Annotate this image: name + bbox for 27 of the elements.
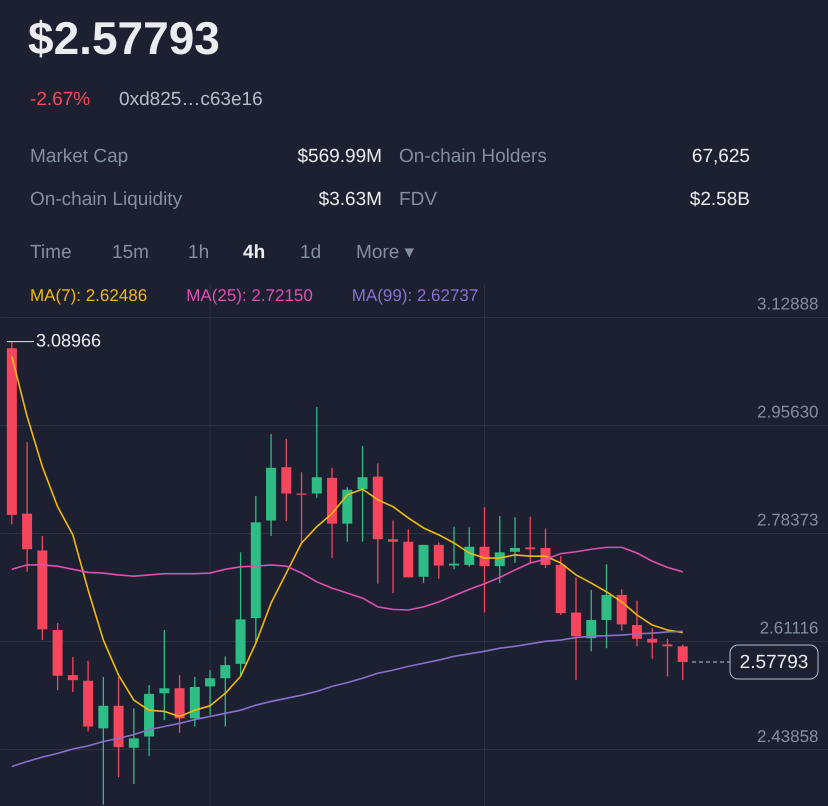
text: $569.99M [297,146,382,167]
text: On-chain Liquidity [30,189,183,210]
text: $2.58B [690,189,750,210]
text: MA(99): 2.62737 [352,286,478,305]
y-tick-label: 3.12888 [757,294,818,314]
chart-subtitle: -2.67% [30,89,90,110]
text: More ▾ [356,242,415,263]
annotation: 3.08966 [36,330,102,351]
text: 1d [300,242,322,263]
text: 15m [112,242,149,263]
text: 0xd825…c63e16 [119,89,263,110]
y-tick-label: 2.43858 [757,726,818,746]
text: $3.63M [318,189,382,210]
text: MA(25): 2.72150 [186,286,313,305]
text: 67,625 [692,146,750,167]
text: 1h [188,242,210,263]
ref-line-label: 2.57793 [740,652,808,674]
text: 4h [243,242,266,263]
text: On-chain Holders [399,146,547,167]
y-tick-label: 2.78373 [757,510,818,530]
text: FDV [399,189,438,210]
text: MA(7): 2.62486 [30,286,148,305]
text: Market Cap [30,146,128,167]
y-tick-label: 2.61116 [760,618,818,638]
text: Time [30,242,72,263]
y-tick-label: 2.95630 [757,402,818,422]
chart-title: $2.57793 [28,12,220,64]
